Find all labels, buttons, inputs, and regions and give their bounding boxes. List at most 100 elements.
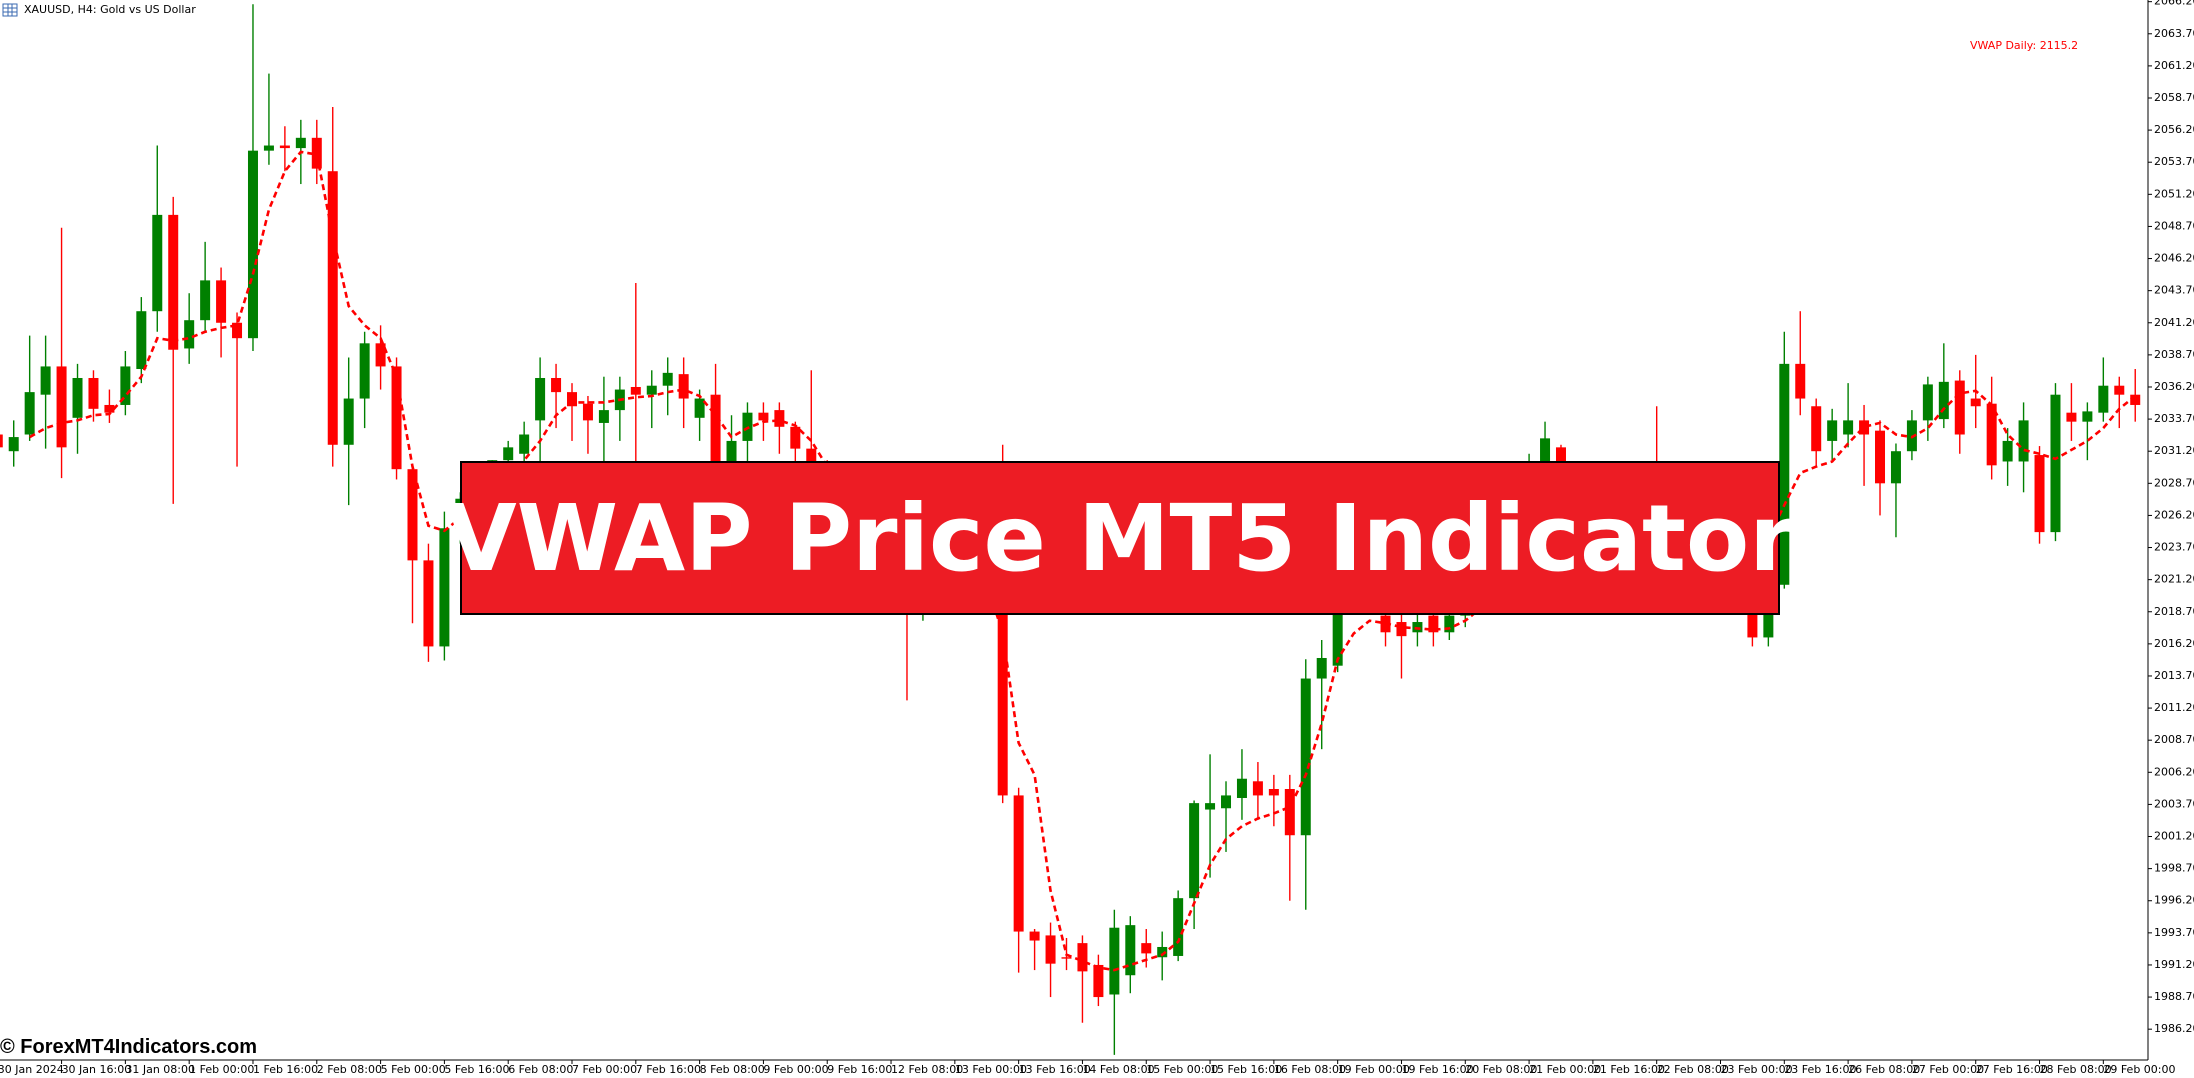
candle-body <box>407 469 418 561</box>
y-tick-label: 2016.20 <box>2154 637 2194 650</box>
candle-body <box>1890 451 1901 484</box>
candle-body <box>710 394 721 462</box>
candle-body <box>40 366 51 395</box>
candle-body <box>1013 795 1024 932</box>
y-tick-label: 2023.70 <box>2154 541 2194 554</box>
candle-body <box>582 403 593 421</box>
candle-body <box>1986 403 1997 466</box>
candle-body <box>168 214 179 350</box>
candle-body <box>104 404 115 413</box>
candle-body <box>646 385 657 395</box>
x-tick-label: 6 Feb 08:00 <box>508 1063 573 1076</box>
candle-body <box>1859 420 1870 435</box>
candle-body <box>2018 420 2029 462</box>
x-tick-label: 26 Feb 08:00 <box>1848 1063 1920 1076</box>
candle-body <box>997 575 1008 796</box>
candle-body <box>1061 957 1072 959</box>
candle-body <box>551 377 562 393</box>
candle-body <box>1205 803 1216 810</box>
y-tick-label: 2063.70 <box>2154 27 2194 40</box>
candle-body <box>1125 925 1136 976</box>
x-tick-label: 7 Feb 00:00 <box>572 1063 637 1076</box>
candle-body <box>56 366 67 448</box>
candle-body <box>694 398 705 418</box>
candle-body <box>567 392 578 407</box>
y-tick-label: 2053.70 <box>2154 155 2194 168</box>
candle-body <box>1093 964 1104 998</box>
x-tick-label: 5 Feb 00:00 <box>381 1063 446 1076</box>
x-tick-label: 13 Feb 16:00 <box>1019 1063 1091 1076</box>
x-tick-label: 22 Feb 08:00 <box>1657 1063 1729 1076</box>
y-tick-label: 1993.70 <box>2154 926 2194 939</box>
candle-body <box>1077 943 1088 972</box>
y-tick-label: 2003.70 <box>2154 797 2194 810</box>
y-tick-label: 1996.20 <box>2154 894 2194 907</box>
y-tick-label: 2006.20 <box>2154 765 2194 778</box>
candle-body <box>2066 412 2077 422</box>
candle-body <box>2082 411 2093 422</box>
x-tick-label: 8 Feb 08:00 <box>700 1063 765 1076</box>
y-tick-label: 2038.70 <box>2154 348 2194 361</box>
candle-body <box>200 280 211 321</box>
candle-body <box>279 145 290 149</box>
candle-body <box>0 434 3 448</box>
candle-body <box>535 377 546 421</box>
candle-body <box>806 448 817 470</box>
x-tick-label: 27 Feb 16:00 <box>1976 1063 2048 1076</box>
x-tick-label: 23 Feb 00:00 <box>1720 1063 1792 1076</box>
y-tick-label: 2051.20 <box>2154 187 2194 200</box>
candle-body <box>1236 778 1247 798</box>
candle-body <box>662 372 673 386</box>
x-tick-label: 21 Feb 16:00 <box>1593 1063 1665 1076</box>
y-tick-label: 2031.20 <box>2154 444 2194 457</box>
candle-body <box>503 447 514 461</box>
candle-body <box>1109 927 1120 995</box>
candle-body <box>1268 788 1279 796</box>
watermark: © ForexMT4Indicators.com <box>0 1036 258 1058</box>
banner: VWAP Price MT5 Indicator <box>445 461 1795 615</box>
vwap-annotation: VWAP Daily: 2115.2 <box>1970 39 2078 52</box>
candle-body <box>216 280 227 323</box>
candle-body <box>598 410 609 423</box>
candle-body <box>1843 420 1854 435</box>
y-tick-label: 2058.70 <box>2154 91 2194 104</box>
candle-body <box>120 366 131 405</box>
candle-body <box>1795 363 1806 399</box>
x-tick-label: 15 Feb 16:00 <box>1210 1063 1282 1076</box>
candle-body <box>391 366 402 470</box>
y-tick-label: 2046.20 <box>2154 252 2194 265</box>
candle-body <box>1954 380 1965 435</box>
symbol-icon <box>2 3 18 17</box>
y-tick-label: 2001.20 <box>2154 830 2194 843</box>
candle-body <box>359 343 370 399</box>
candle-body <box>2050 394 2061 533</box>
candle-body <box>1875 430 1886 484</box>
x-tick-label: 1 Feb 00:00 <box>189 1063 254 1076</box>
candle-body <box>726 440 737 462</box>
x-tick-label: 30 Jan 2024 <box>0 1063 64 1076</box>
candle-body <box>232 322 243 339</box>
x-tick-label: 13 Feb 00:00 <box>955 1063 1027 1076</box>
y-tick-label: 2021.20 <box>2154 573 2194 586</box>
x-tick-label: 7 Feb 16:00 <box>636 1063 701 1076</box>
y-tick-label: 2018.70 <box>2154 605 2194 618</box>
candle-body <box>1157 946 1168 958</box>
x-tick-label: 20 Feb 08:00 <box>1465 1063 1537 1076</box>
x-tick-label: 5 Feb 16:00 <box>444 1063 509 1076</box>
candle-body <box>1811 406 1822 452</box>
candle-body <box>2002 440 2013 462</box>
candle-body <box>295 137 306 149</box>
x-tick-label: 28 Feb 08:00 <box>2040 1063 2112 1076</box>
candle-body <box>1316 657 1327 679</box>
candle-body <box>263 145 274 151</box>
candle-body <box>774 410 785 427</box>
x-tick-label: 9 Feb 16:00 <box>827 1063 892 1076</box>
candle-body <box>758 412 769 421</box>
candle-body <box>1779 363 1790 585</box>
candle-body <box>88 377 99 409</box>
candle-body <box>423 560 434 647</box>
y-tick-label: 2028.70 <box>2154 476 2194 489</box>
y-tick-label: 2013.70 <box>2154 669 2194 682</box>
